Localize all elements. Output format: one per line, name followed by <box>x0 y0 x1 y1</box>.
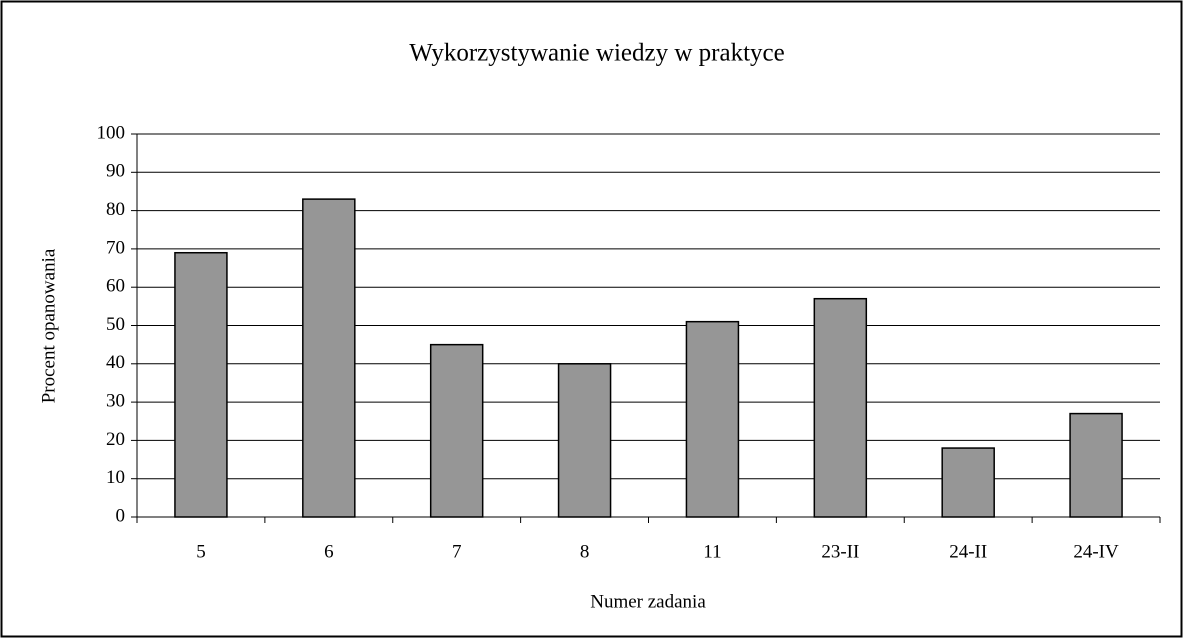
y-axis-label: Procent opanowania <box>38 248 59 403</box>
bar <box>557 363 612 518</box>
bar <box>941 447 995 518</box>
y-tick-label: 0 <box>116 505 126 526</box>
x-tick-label: 6 <box>324 541 334 562</box>
bar <box>1069 412 1123 518</box>
x-tick-label: 7 <box>452 541 462 562</box>
x-tick-label: 24-IV <box>1073 541 1119 562</box>
y-tick-label: 50 <box>106 314 125 335</box>
x-tick-label: 23-II <box>821 541 859 562</box>
x-tick-label: 11 <box>703 541 721 562</box>
bar <box>302 198 356 518</box>
bar <box>174 251 228 518</box>
y-tick-label: 80 <box>106 199 125 220</box>
x-tick-label: 24-II <box>949 541 987 562</box>
x-tick-label: 5 <box>196 541 206 562</box>
y-tick-label: 30 <box>106 390 125 411</box>
x-tick-label: 8 <box>580 541 590 562</box>
y-tick-label: 100 <box>97 122 126 143</box>
y-tick-label: 60 <box>106 276 125 297</box>
bar <box>813 297 868 518</box>
bar <box>685 320 740 518</box>
y-tick-label: 90 <box>106 161 125 182</box>
y-tick-label: 10 <box>106 467 125 488</box>
y-tick-label: 20 <box>106 429 125 450</box>
y-tick-label: 70 <box>106 237 125 258</box>
chart-title: Wykorzystywanie wiedzy w praktyce <box>409 40 784 67</box>
x-axis-label: Numer zadania <box>590 591 706 612</box>
bar <box>429 343 484 518</box>
y-tick-label: 40 <box>106 352 125 373</box>
